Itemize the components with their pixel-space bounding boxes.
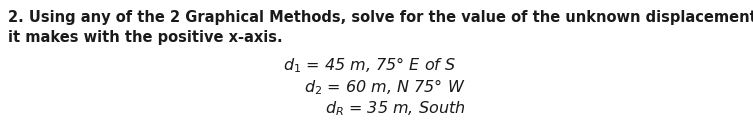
Text: $\mathit{d_R}$ = 35 m, South: $\mathit{d_R}$ = 35 m, South	[325, 99, 465, 118]
Text: it makes with the positive x-axis.: it makes with the positive x-axis.	[8, 30, 282, 45]
Text: $\mathit{d_1}$ = 45 m, 75° E of S: $\mathit{d_1}$ = 45 m, 75° E of S	[283, 55, 456, 75]
Text: $\mathit{d_2}$ = 60 m, N 75° W: $\mathit{d_2}$ = 60 m, N 75° W	[304, 77, 465, 97]
Text: 2. Using any of the 2 Graphical Methods, solve for the value of the unknown disp: 2. Using any of the 2 Graphical Methods,…	[8, 10, 753, 25]
